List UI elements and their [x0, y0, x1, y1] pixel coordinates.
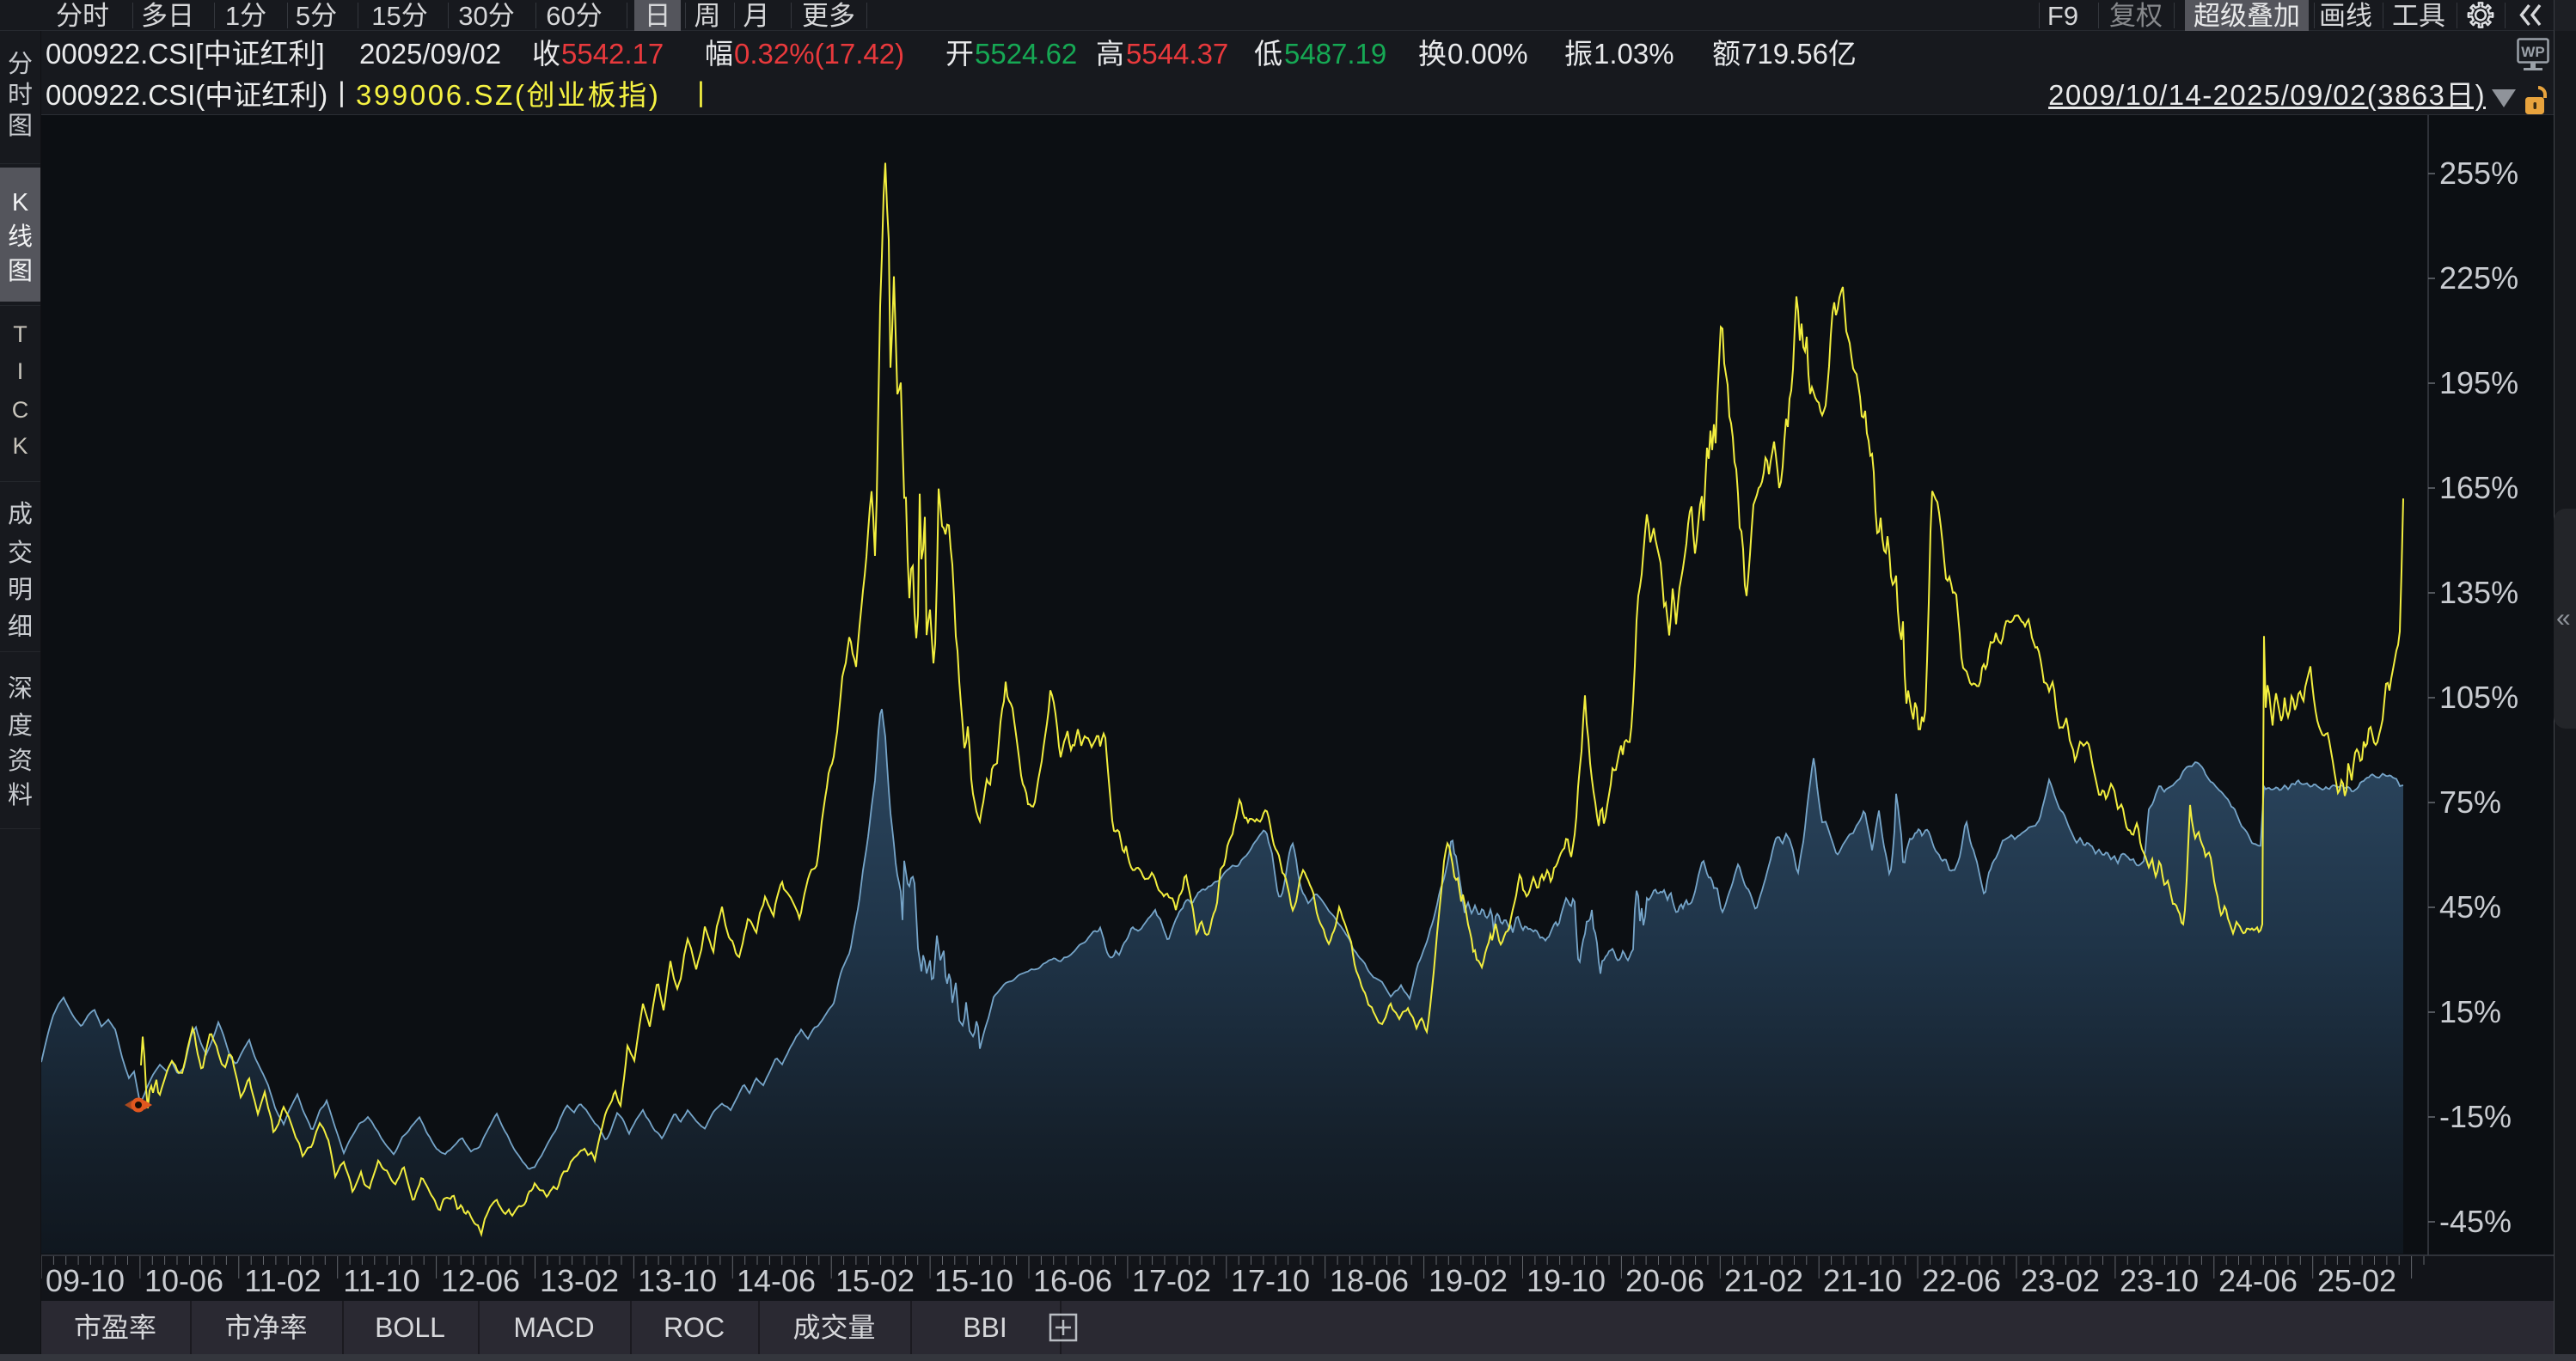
svg-text:WP: WP	[2521, 44, 2544, 60]
